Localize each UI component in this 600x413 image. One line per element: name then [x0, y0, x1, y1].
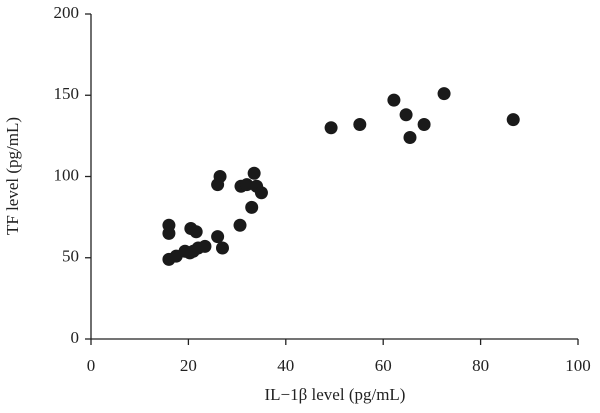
- point: [198, 239, 212, 253]
- y-tick-label: 200: [54, 3, 80, 22]
- x-axis-label: IL−1β level (pg/mL): [265, 385, 406, 404]
- point: [240, 178, 254, 192]
- point: [162, 226, 176, 240]
- point: [247, 166, 261, 180]
- y-axis-label: TF level (pg/mL): [3, 117, 22, 235]
- x-tick-label: 0: [87, 356, 96, 375]
- point: [213, 170, 227, 183]
- point: [399, 108, 413, 122]
- y-tick-label: 150: [54, 84, 80, 103]
- point: [324, 121, 338, 135]
- x-tick-label: 20: [180, 356, 197, 375]
- point: [506, 113, 520, 127]
- point: [189, 225, 203, 239]
- x-tick-label: 80: [472, 356, 489, 375]
- point: [353, 118, 367, 131]
- x-tick-label: 100: [565, 356, 591, 375]
- point: [403, 131, 417, 144]
- x-tick-label: 60: [375, 356, 392, 375]
- point: [233, 218, 247, 232]
- point: [417, 118, 431, 131]
- point: [211, 230, 225, 244]
- point: [245, 200, 259, 214]
- x-tick-label: 40: [277, 356, 294, 375]
- y-tick-label: 0: [71, 328, 80, 347]
- point: [254, 186, 268, 200]
- point: [437, 87, 451, 101]
- y-tick-label: 100: [54, 165, 80, 184]
- point: [215, 241, 229, 255]
- y-tick-label: 50: [62, 247, 79, 266]
- point: [387, 93, 401, 107]
